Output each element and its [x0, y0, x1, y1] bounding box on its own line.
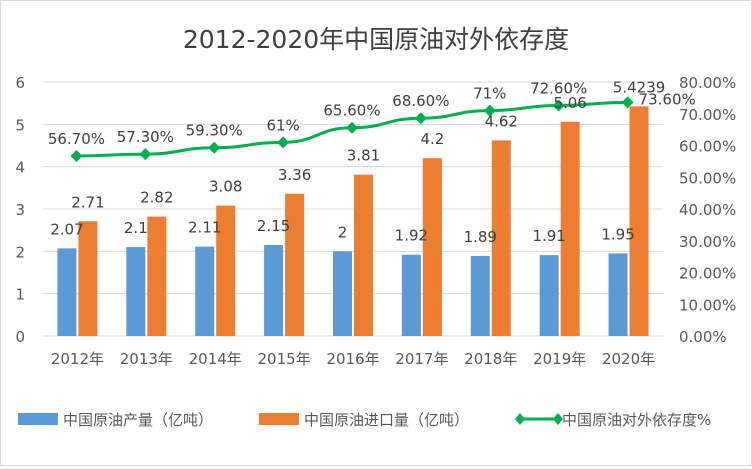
x-axis-tick: 2017年	[395, 350, 448, 368]
legend-marker-dependency	[515, 413, 525, 425]
line-data-label: 65.60%	[323, 102, 380, 120]
bar-data-label: 5.06	[553, 94, 586, 112]
production-bar	[470, 255, 490, 336]
right-axis-tick: 30.00%	[679, 233, 736, 251]
legend-label-dependency: 中国原油对外依存度%	[562, 411, 711, 429]
dependency-marker	[621, 96, 634, 109]
bar-data-label: 2.71	[71, 193, 104, 211]
import-bar	[285, 193, 305, 336]
production-bar	[264, 244, 284, 336]
line-data-label: 71%	[473, 85, 506, 103]
import-bar	[491, 140, 511, 336]
right-axis-tick: 0.00%	[679, 328, 727, 346]
bar-data-label: 2	[338, 223, 348, 241]
import-bar	[629, 106, 649, 336]
line-data-label: 73.60%	[639, 90, 696, 108]
legend-marker-dependency	[553, 413, 563, 425]
line-data-label: 68.60%	[392, 92, 449, 110]
dependency-marker	[414, 112, 427, 125]
x-axis-tick: 2012年	[51, 350, 104, 368]
left-axis-tick: 0	[15, 328, 25, 346]
import-bar	[354, 174, 373, 336]
bar-data-label: 2.15	[257, 217, 290, 235]
bar-data-label: 1.92	[395, 227, 428, 245]
x-axis-tick: 2013年	[120, 350, 173, 368]
right-axis-tick: 70.00%	[679, 106, 736, 124]
dependency-marker	[70, 149, 83, 162]
bar-data-label: 4.2	[420, 130, 444, 148]
production-bar	[333, 251, 352, 336]
bar-data-label: 4.62	[485, 112, 518, 130]
dependency-marker	[552, 99, 565, 112]
x-axis-tick: 2014年	[189, 350, 242, 368]
production-bar	[57, 248, 77, 336]
production-bar	[539, 255, 559, 336]
left-axis-tick: 5	[15, 116, 25, 134]
bar-data-label: 3.81	[347, 147, 380, 165]
production-bar	[195, 246, 215, 336]
production-bar	[401, 254, 421, 336]
line-data-label: 61%	[266, 116, 299, 134]
bar-data-label: 2.82	[140, 189, 173, 207]
left-axis-tick: 6	[15, 74, 25, 92]
legend-swatch-import	[259, 413, 299, 425]
x-axis-tick: 2018年	[464, 350, 517, 368]
x-axis-tick: 2019年	[533, 350, 586, 368]
import-bar	[147, 216, 167, 336]
dependency-marker	[208, 141, 221, 154]
right-axis-tick: 10.00%	[679, 296, 736, 314]
bar-data-label: 3.08	[209, 178, 242, 196]
production-bar	[126, 247, 146, 336]
line-data-label: 72.60%	[530, 79, 587, 97]
production-bar	[608, 253, 628, 336]
left-axis-tick: 2	[15, 243, 25, 261]
right-axis-tick: 80.00%	[679, 74, 736, 92]
x-axis-tick: 2020年	[602, 350, 655, 368]
legend-label-production: 中国原油产量（亿吨）	[63, 411, 213, 429]
legend-swatch-production	[18, 413, 58, 425]
import-bar	[78, 221, 98, 336]
bar-data-label: 1.95	[601, 225, 634, 243]
left-axis-tick: 1	[15, 286, 25, 304]
bar-data-label: 3.36	[278, 166, 311, 184]
import-bar	[422, 158, 442, 336]
right-axis-tick: 50.00%	[679, 169, 736, 187]
right-axis-tick: 60.00%	[679, 138, 736, 156]
line-data-label: 59.30%	[186, 122, 243, 140]
right-axis-tick: 40.00%	[679, 201, 736, 219]
chart-title: 2012-2020年中国原油对外依存度	[183, 25, 569, 54]
bar-data-label: 2.11	[188, 219, 221, 237]
dependency-marker	[483, 104, 496, 117]
import-bar	[216, 205, 236, 336]
bar-data-label: 5.4239	[613, 78, 666, 96]
import-bar	[560, 121, 580, 336]
left-axis-tick: 4	[15, 159, 25, 177]
line-data-label: 56.70%	[48, 130, 105, 148]
bar-data-label: 2.1	[124, 219, 148, 237]
x-axis-tick: 2015年	[258, 350, 311, 368]
dependency-marker	[139, 148, 152, 161]
x-axis-tick: 2016年	[326, 350, 379, 368]
line-data-label: 57.30%	[117, 128, 174, 146]
dependency-marker	[277, 136, 290, 149]
bar-data-label: 2.07	[50, 220, 83, 238]
bar-data-label: 1.89	[464, 228, 497, 246]
bar-data-label: 1.91	[532, 227, 565, 245]
legend-label-import: 中国原油进口量（亿吨）	[304, 411, 469, 429]
dependency-marker	[346, 121, 358, 134]
right-axis-tick: 20.00%	[679, 265, 736, 283]
left-axis-tick: 3	[15, 201, 25, 219]
